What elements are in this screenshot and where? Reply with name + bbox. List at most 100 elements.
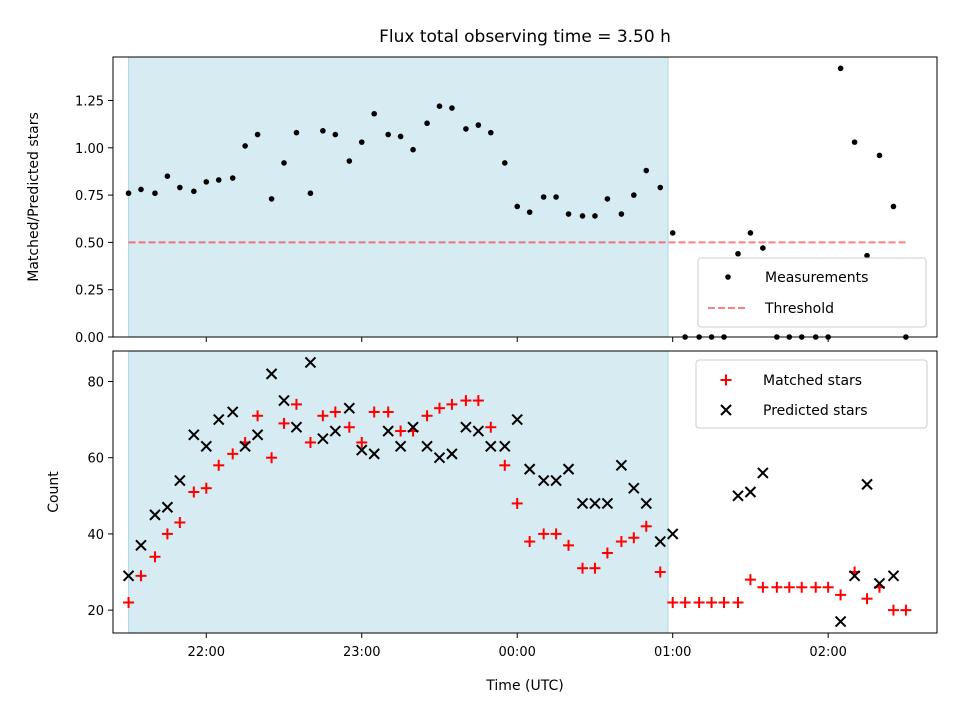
- predicted-star-point: [356, 444, 368, 456]
- measurement-point: [410, 146, 416, 153]
- cross-stroke-b: [744, 486, 757, 498]
- matched-star-point: [628, 532, 640, 544]
- predicted-star-point: [550, 474, 562, 487]
- measurement-point: [487, 129, 494, 136]
- matched-star-point: [538, 528, 550, 540]
- predicted-star-point: [640, 497, 652, 510]
- cross-stroke-b: [576, 497, 589, 510]
- legend-marker-matched: [720, 374, 732, 386]
- cross-stroke-b: [382, 425, 394, 437]
- matched-star-point: [861, 593, 873, 605]
- matched-star-point: [679, 597, 691, 609]
- measurement-point: [254, 131, 261, 138]
- predicted-star-point: [887, 570, 900, 582]
- matched-star-point: [188, 486, 200, 498]
- matched-star-point: [135, 570, 147, 582]
- cross-stroke-b: [227, 406, 239, 418]
- matched-star-point: [278, 417, 290, 429]
- measurement-point: [669, 230, 676, 236]
- cross-stroke-b: [251, 429, 264, 441]
- bottom-x-tick-label: 02:00: [809, 645, 846, 660]
- top-y-tick-label: 1.00: [75, 142, 104, 157]
- chart-title: Flux total observing time = 3.50 h: [379, 27, 671, 47]
- predicted-star-point: [329, 425, 342, 437]
- matched-star-point: [329, 406, 341, 418]
- predicted-star-point: [873, 577, 886, 590]
- matched-star-point: [615, 536, 627, 548]
- measurement-point: [307, 190, 314, 197]
- cross-stroke-b: [421, 440, 433, 452]
- measurement-point: [735, 250, 741, 257]
- predicted-star-point: [834, 615, 847, 628]
- bottom-y-tick-label: 80: [87, 375, 104, 390]
- predicted-star-point: [861, 478, 873, 491]
- measurement-point: [358, 139, 365, 145]
- matched-star-point: [693, 597, 705, 609]
- matched-star-point: [472, 395, 484, 407]
- top-legend: Measurements Threshold: [697, 257, 927, 328]
- predicted-star-point: [227, 406, 239, 418]
- measurement-point: [281, 160, 287, 166]
- predicted-star-point: [485, 440, 497, 452]
- cross-stroke-b: [161, 501, 174, 513]
- matched-star-point: [654, 566, 666, 578]
- predicted-star-point: [537, 474, 550, 487]
- measurement-point: [760, 245, 766, 251]
- observing-window-band: [128, 56, 669, 338]
- top-legend-box: [697, 257, 927, 328]
- measurement-point: [475, 122, 482, 128]
- matched-star-point: [368, 406, 380, 418]
- legend-label-matched: Matched stars: [763, 373, 862, 389]
- cross-stroke-b: [666, 528, 679, 540]
- legend-marker-measurements: [725, 274, 731, 280]
- measurement-point: [203, 179, 210, 185]
- measurement-point: [579, 213, 586, 219]
- matched-star-point: [252, 410, 264, 422]
- predicted-star-point: [407, 421, 419, 433]
- matched-star-point: [446, 398, 458, 410]
- top-panel: 0.00 0.25 0.50 0.75 1.00 1.25 Measurements Thre…: [75, 56, 938, 346]
- predicted-star-point: [446, 448, 458, 460]
- measurement-point: [436, 103, 443, 109]
- cross-stroke-b: [834, 615, 847, 628]
- predicted-star-point: [628, 482, 640, 494]
- predicted-star-point: [343, 402, 356, 414]
- predicted-star-point: [135, 539, 147, 552]
- matched-star-point: [550, 528, 562, 540]
- cross-stroke-b: [499, 440, 511, 452]
- measurement-point: [657, 184, 664, 191]
- predicted-star-point: [757, 467, 769, 479]
- cross-stroke-b: [654, 535, 666, 548]
- matched-star-point: [161, 528, 173, 540]
- matched-star-point: [783, 581, 795, 593]
- cross-stroke-b: [278, 394, 290, 407]
- predicted-star-point: [615, 459, 628, 472]
- cross-stroke-b: [873, 577, 886, 590]
- cross-stroke-b: [640, 497, 652, 510]
- measurement-point: [565, 211, 572, 217]
- top-y-tick-label: 0.00: [75, 331, 104, 346]
- legend-label-measurements: Measurements: [765, 270, 868, 286]
- matched-star-point: [706, 597, 718, 609]
- predicted-star-point: [122, 570, 135, 582]
- matched-star-point: [771, 581, 783, 593]
- predicted-star-point: [848, 570, 861, 582]
- matched-star-point: [732, 597, 744, 609]
- cross-stroke-b: [188, 429, 200, 441]
- matched-star-point: [835, 589, 847, 601]
- measurement-point: [864, 252, 870, 259]
- cross-stroke-b: [304, 356, 317, 369]
- predicted-star-point: [200, 440, 212, 452]
- matched-star-point: [667, 597, 679, 609]
- cross-stroke-b: [861, 478, 873, 491]
- cross-stroke-b: [135, 539, 147, 552]
- measurement-point: [643, 167, 650, 174]
- top-y-axis-label: Matched/Predicted stars: [26, 112, 42, 282]
- top-y-tick-label: 0.50: [75, 236, 104, 251]
- bottom-panel: 20 40 60 80 22:00 23:00 00:00 01:00 02:00 Matched…: [87, 350, 938, 660]
- predicted-star-point: [589, 497, 601, 510]
- predicted-star-point: [732, 490, 744, 502]
- top-y-tick-label: 1.25: [75, 95, 104, 110]
- cross-stroke-b: [757, 467, 769, 479]
- predicted-star-point: [368, 448, 380, 460]
